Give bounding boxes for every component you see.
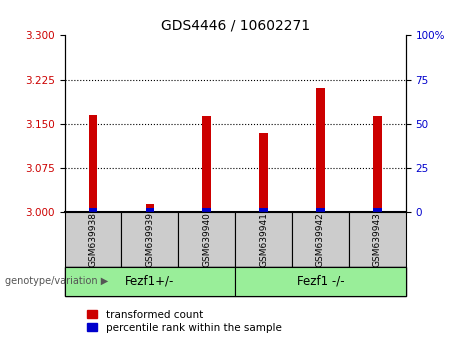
Text: GSM639943: GSM639943 <box>373 212 382 267</box>
Bar <box>89 208 97 212</box>
Bar <box>121 212 178 267</box>
Bar <box>65 212 121 267</box>
Bar <box>146 204 154 212</box>
Bar <box>65 267 235 296</box>
Bar <box>89 115 97 212</box>
Text: GSM639940: GSM639940 <box>202 212 211 267</box>
Bar <box>202 208 211 212</box>
Text: GSM639938: GSM639938 <box>89 212 97 267</box>
Text: GSM639941: GSM639941 <box>259 212 268 267</box>
Bar <box>316 88 325 212</box>
Bar <box>292 212 349 267</box>
Legend: transformed count, percentile rank within the sample: transformed count, percentile rank withi… <box>87 310 281 333</box>
Bar <box>259 133 268 212</box>
Bar <box>146 208 154 212</box>
Text: GSM639942: GSM639942 <box>316 212 325 267</box>
Bar <box>373 208 382 212</box>
Title: GDS4446 / 10602271: GDS4446 / 10602271 <box>160 19 310 33</box>
Bar <box>202 116 211 212</box>
Bar <box>373 116 382 212</box>
Bar <box>235 212 292 267</box>
Text: genotype/variation ▶: genotype/variation ▶ <box>5 276 108 286</box>
Bar <box>235 267 406 296</box>
Text: Fezf1 -/-: Fezf1 -/- <box>296 275 344 288</box>
Bar <box>349 212 406 267</box>
Bar <box>259 208 268 212</box>
Text: GSM639939: GSM639939 <box>145 212 154 267</box>
Text: Fezf1+/-: Fezf1+/- <box>125 275 175 288</box>
Bar <box>178 212 235 267</box>
Bar <box>316 208 325 212</box>
